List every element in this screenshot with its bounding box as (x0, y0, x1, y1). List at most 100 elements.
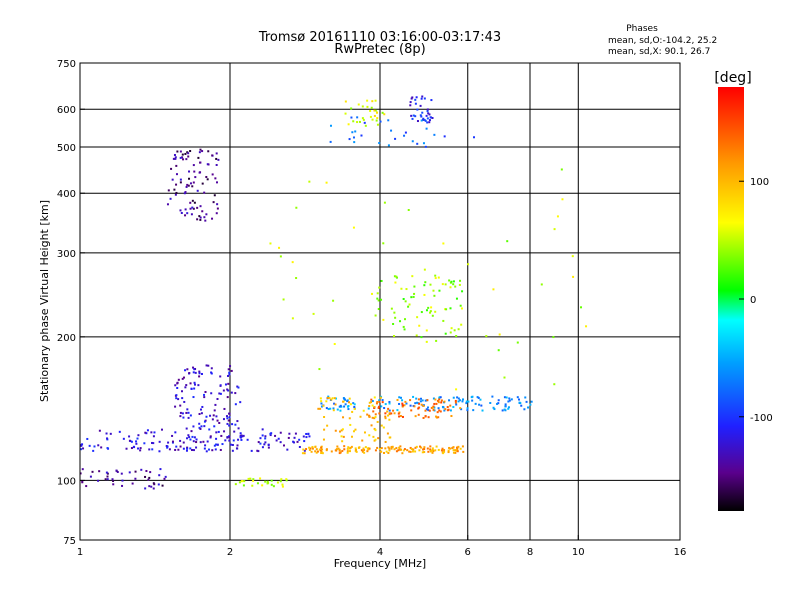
data-point (287, 436, 290, 439)
data-point (187, 155, 190, 158)
data-point (211, 418, 214, 421)
data-point (182, 158, 185, 161)
data-point (426, 117, 429, 120)
data-point (291, 261, 294, 264)
data-point (352, 430, 355, 433)
data-point (400, 287, 403, 290)
data-point (438, 409, 441, 412)
data-point (416, 120, 419, 123)
data-point (305, 448, 308, 451)
colorbar-tick-label: -100 (750, 413, 773, 424)
data-point (406, 449, 409, 452)
data-point (430, 99, 433, 102)
chart-subtitle: RwPretec (8p) (334, 42, 425, 57)
data-point (448, 399, 451, 402)
data-point (229, 443, 232, 446)
data-point (158, 440, 161, 443)
data-point (195, 446, 198, 449)
data-point (320, 446, 323, 449)
data-point (374, 109, 377, 112)
data-point (395, 276, 398, 279)
data-point (214, 177, 217, 180)
data-point (342, 416, 345, 419)
data-point (356, 121, 359, 124)
data-point (368, 415, 371, 418)
data-point (354, 428, 357, 431)
data-point (261, 428, 264, 431)
data-point (228, 439, 231, 442)
data-point (327, 408, 330, 411)
data-point (340, 435, 343, 438)
data-point (190, 387, 193, 390)
data-point (185, 449, 188, 452)
data-point (423, 97, 426, 100)
colorbar-ticks: 100 0 -100 (739, 177, 773, 424)
data-point (227, 419, 230, 422)
data-point (417, 407, 420, 410)
colorbar-label: [deg] (714, 70, 751, 86)
data-point (186, 437, 189, 440)
data-point (136, 437, 139, 440)
data-point (414, 102, 417, 105)
data-point (200, 425, 203, 428)
data-point (361, 105, 364, 108)
data-point (148, 485, 151, 488)
data-point (158, 450, 161, 453)
data-point (186, 212, 189, 215)
data-point (429, 445, 432, 448)
data-point (144, 475, 147, 478)
data-point (301, 452, 304, 455)
data-point (163, 477, 166, 480)
data-point (449, 331, 452, 334)
data-point (443, 400, 446, 403)
data-point (377, 299, 380, 302)
data-point (379, 396, 382, 399)
data-point (432, 450, 435, 453)
data-point (184, 386, 187, 389)
data-point (426, 121, 429, 124)
data-point (339, 409, 342, 412)
data-point (388, 447, 391, 450)
data-point (477, 396, 480, 399)
data-point (218, 392, 221, 395)
data-point (339, 451, 342, 454)
data-point (336, 408, 339, 411)
data-point (416, 108, 419, 111)
data-point (88, 444, 91, 447)
data-point (233, 430, 236, 433)
data-point (277, 437, 280, 440)
data-point (437, 276, 440, 279)
data-point (510, 398, 513, 401)
data-point (176, 150, 179, 153)
data-point (344, 112, 347, 115)
data-point (224, 439, 227, 442)
data-point (201, 150, 204, 153)
data-point (214, 448, 217, 451)
data-point (122, 437, 125, 440)
data-point (440, 401, 443, 404)
data-point (369, 115, 372, 118)
data-point (188, 372, 191, 375)
data-point (81, 481, 84, 484)
data-point (285, 479, 288, 482)
data-point (199, 408, 202, 411)
data-point (176, 387, 179, 390)
data-point (420, 97, 423, 100)
data-point (448, 279, 451, 282)
data-point (177, 398, 180, 401)
data-point (341, 428, 344, 431)
data-point (323, 428, 326, 431)
data-point (430, 449, 433, 452)
data-point (152, 442, 155, 445)
data-point (216, 419, 219, 422)
data-point (279, 441, 282, 444)
data-point (393, 335, 396, 338)
data-point (452, 396, 455, 399)
data-point (215, 152, 218, 155)
data-point (431, 116, 434, 119)
data-point (369, 109, 372, 112)
data-point (492, 288, 495, 291)
data-point (449, 447, 452, 450)
data-point (200, 412, 203, 415)
data-point (425, 340, 428, 343)
